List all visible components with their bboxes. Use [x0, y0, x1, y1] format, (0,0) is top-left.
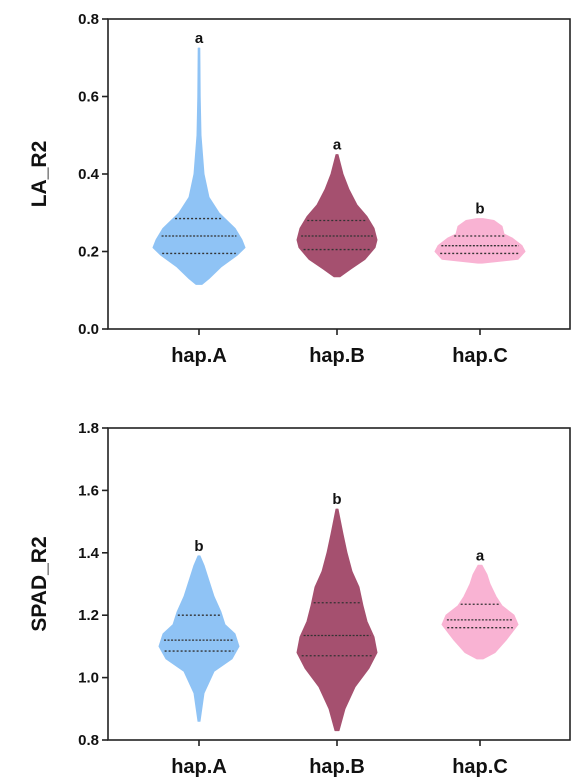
- violin-hap-b: [296, 508, 378, 732]
- x-category-label: hap.B: [309, 756, 365, 778]
- spad-r2-panel: 0.8 1.0 1.2 1.4 1.6 1.8 SPAD_R2 b hap.A b hap.B a ha…: [28, 420, 571, 778]
- violin-hap-c: [441, 564, 519, 660]
- la-r2-panel: 0.0 0.2 0.4 0.6 0.8 LA_R2 a hap.A a hap.B b hap.C: [28, 11, 571, 367]
- x-category-label: hap.A: [171, 756, 227, 778]
- y-tick-label: 0.0: [78, 321, 99, 338]
- y-tick-label: 1.0: [78, 670, 99, 687]
- y-tick-label: 0.8: [78, 732, 99, 749]
- y-tick-label: 1.8: [78, 420, 99, 437]
- y-tick-label: 0.4: [78, 166, 100, 183]
- x-category-label: hap.A: [171, 345, 227, 367]
- significance-letter: b: [194, 538, 203, 555]
- significance-letter: a: [195, 30, 204, 47]
- significance-letter: b: [332, 491, 341, 508]
- violin-hap-b: [296, 154, 378, 278]
- y-axis-title: SPAD_R2: [28, 536, 51, 631]
- y-tick-label: 1.4: [78, 545, 100, 562]
- violin-hap-c: [434, 218, 526, 264]
- violin-hap-a: [152, 47, 246, 285]
- y-tick-label: 0.8: [78, 11, 99, 28]
- significance-letter: a: [476, 547, 485, 564]
- x-category-label: hap.C: [452, 345, 508, 367]
- significance-letter: b: [475, 201, 484, 218]
- y-tick-label: 0.2: [78, 244, 99, 261]
- violin-hap-a: [158, 555, 240, 722]
- y-tick-label: 1.6: [78, 482, 99, 499]
- significance-letter: a: [333, 137, 342, 154]
- y-tick-label: 1.2: [78, 607, 99, 624]
- y-tick-label: 0.6: [78, 89, 99, 106]
- y-axis-title: LA_R2: [28, 141, 51, 208]
- x-category-label: hap.B: [309, 345, 365, 367]
- plot-frame: [107, 427, 571, 741]
- x-category-label: hap.C: [452, 756, 508, 778]
